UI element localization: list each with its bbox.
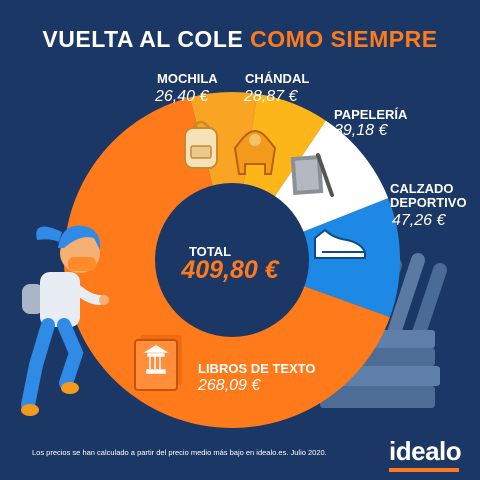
label-name-calzado: CALZADO DEPORTIVO bbox=[390, 181, 467, 211]
donut-hole bbox=[155, 183, 309, 337]
label-value-calzado: 47,26 € bbox=[392, 212, 446, 229]
textbook-icon bbox=[134, 335, 182, 391]
total-value: 409,80 € bbox=[181, 256, 279, 284]
girl-illustration bbox=[21, 225, 109, 416]
label-name-papeleria: PAPELERÍA bbox=[334, 107, 408, 122]
label-value-libros: 268,09 € bbox=[198, 377, 261, 394]
label-value-chandal: 28,87 € bbox=[244, 88, 298, 105]
label-name-libros: LIBROS DE TEXTO bbox=[198, 361, 316, 376]
idealo-logo: idealo bbox=[389, 436, 462, 466]
title-part1: VUELTA AL COLE bbox=[42, 26, 244, 52]
label-name-chandal: CHÁNDAL bbox=[245, 71, 310, 86]
infographic-title: VUELTA AL COLE COMO SIEMPRE bbox=[0, 26, 480, 53]
label-value-mochila: 26,40 € bbox=[155, 88, 209, 105]
label-name-mochila: MOCHILA bbox=[157, 71, 218, 86]
label-value-papeleria: 39,18 € bbox=[334, 122, 388, 139]
notebook-pencil-icon bbox=[290, 153, 334, 197]
footer-note: Los precios se han calculado a partir de… bbox=[32, 448, 327, 457]
backpack-icon bbox=[184, 120, 218, 169]
logo-underline bbox=[389, 468, 459, 472]
title-part2: COMO SIEMPRE bbox=[250, 26, 438, 52]
total-label: TOTAL bbox=[188, 244, 232, 259]
hoodie-icon bbox=[233, 130, 277, 175]
sneaker-icon bbox=[314, 228, 366, 259]
